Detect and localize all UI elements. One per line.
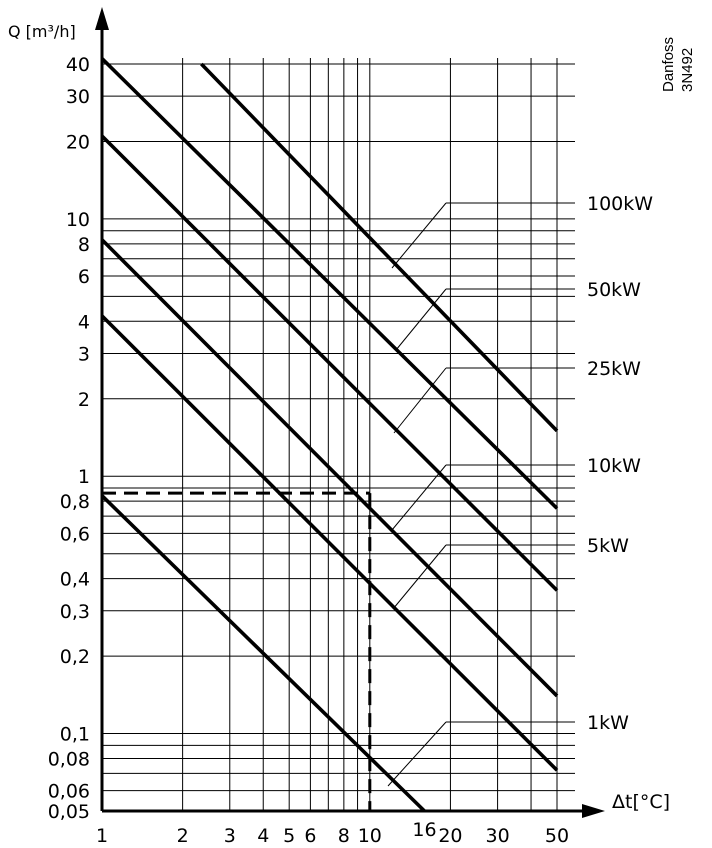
brand-code: 3N492	[679, 48, 696, 92]
x-tick-label: 8	[338, 825, 350, 847]
y-tick-label: 0,3	[60, 601, 90, 623]
y-tick-labels: 0,050,06 0,080,1 0,2 0,3 0,4 0,6 0,8 1 2 3 4 6 8 10 20…	[48, 54, 90, 823]
y-tick-label: 20	[66, 131, 90, 153]
leader-line	[391, 202, 447, 269]
y-tick-label: 0,6	[60, 523, 90, 545]
y-tick-label: 10	[66, 209, 90, 231]
y-tick-label: 0,4	[60, 569, 90, 591]
x-axis-arrow	[582, 804, 605, 818]
y-tick-label: 8	[78, 234, 90, 256]
leader-line	[391, 464, 447, 531]
x-tick-label: 3	[224, 825, 236, 847]
grid	[102, 58, 575, 811]
leader-line	[392, 544, 447, 610]
series-label: 25kW	[587, 358, 641, 380]
x-tick-label: 50	[545, 825, 569, 847]
y-tick-label: 0,1	[60, 724, 90, 746]
leader-line	[393, 367, 447, 434]
axes	[95, 7, 605, 818]
x-tick-label: 10	[358, 825, 382, 847]
series-leader-lines	[387, 202, 575, 787]
y-tick-label: 0,05	[48, 801, 90, 823]
y-tick-label: 3	[78, 343, 90, 365]
x-tick-label: 16	[412, 819, 436, 841]
y-axis-label: Q [m³/h]	[8, 22, 76, 41]
x-tick-label: 2	[177, 825, 189, 847]
y-tick-label: 0,8	[60, 491, 90, 513]
y-axis-arrow	[95, 7, 109, 30]
leader-line	[387, 721, 447, 787]
series-line	[100, 238, 559, 698]
series-labels: 100kW 50kW 25kW 10kW 5kW 1kW	[587, 193, 653, 734]
y-tick-label: 1	[78, 466, 90, 488]
brand-name: Danfoss	[660, 37, 677, 92]
y-tick-label: 2	[78, 389, 90, 411]
y-tick-label: 0,06	[48, 781, 90, 803]
y-tick-label: 30	[66, 86, 90, 108]
series-lines	[100, 57, 559, 813]
brand-mark: Danfoss 3N492	[660, 37, 696, 92]
y-tick-label: 40	[66, 54, 90, 76]
series-line	[100, 134, 559, 592]
y-tick-label: 4	[78, 311, 90, 333]
series-label: 10kW	[587, 455, 641, 477]
x-tick-label: 1	[96, 825, 108, 847]
x-tick-label: 6	[304, 825, 316, 847]
x-tick-label: 30	[485, 825, 509, 847]
series-line	[100, 57, 559, 510]
y-tick-label: 0,2	[60, 646, 90, 668]
x-tick-labels: 1 2 3 4 5 6 8 10 16 20 30 50	[96, 819, 569, 847]
x-tick-label: 5	[283, 825, 295, 847]
series-line	[100, 314, 559, 772]
leader-line	[395, 288, 447, 351]
x-tick-label: 20	[438, 825, 462, 847]
series-label: 5kW	[587, 535, 629, 557]
series-label: 1kW	[587, 712, 629, 734]
x-axis-label: Δt[°C]	[612, 791, 670, 813]
series-label: 100kW	[587, 193, 653, 215]
series-label: 50kW	[587, 279, 641, 301]
y-tick-label: 0,08	[48, 748, 90, 770]
y-tick-label: 6	[78, 266, 90, 288]
annotation	[102, 491, 372, 811]
x-tick-label: 4	[257, 825, 269, 847]
series-line	[200, 62, 559, 433]
